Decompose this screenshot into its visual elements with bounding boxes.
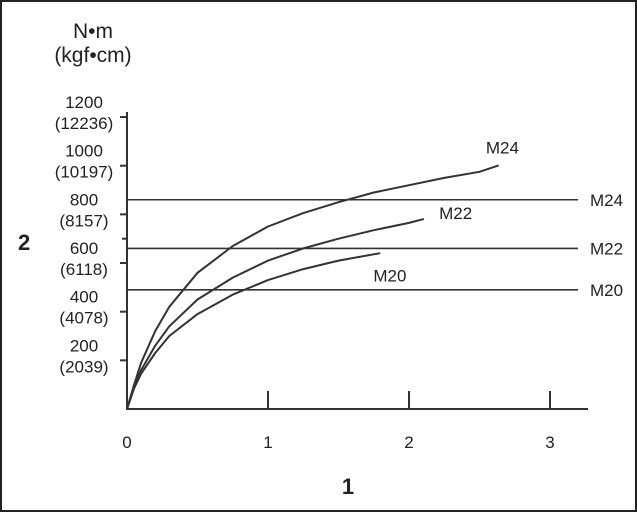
- series-curve-m20: [126, 252, 381, 410]
- y-tick-sublabel: (10197): [55, 163, 114, 182]
- y-tick-label: 600: [70, 239, 98, 258]
- reference-label-m22: M22: [590, 239, 623, 258]
- series-labels: M24 M22 M20 M24 M22 M20: [373, 139, 623, 300]
- series-label-m22: M22: [439, 204, 472, 223]
- y-tick-sublabel: (2039): [59, 357, 108, 376]
- x-axis-title: 1: [342, 474, 354, 499]
- y-tick-sublabel: (4078): [59, 309, 108, 328]
- x-tick-label: 3: [545, 433, 554, 452]
- y-tick-sublabel: (12236): [55, 114, 114, 133]
- x-tick-label: 0: [122, 433, 131, 452]
- y-tick-label: 800: [70, 190, 98, 209]
- reference-label-m24: M24: [590, 191, 623, 210]
- y-tick-label: 200: [70, 336, 98, 355]
- series-curve-m22: [126, 218, 425, 410]
- reference-label-m20: M20: [590, 281, 623, 300]
- series-label-m20: M20: [373, 266, 406, 285]
- y-tick-label: 400: [70, 288, 98, 307]
- y-unit-sublabel: (kgf•cm): [54, 44, 131, 67]
- reference-lines: [127, 198, 578, 291]
- x-tick-label: 2: [404, 433, 413, 452]
- y-axis-title: 2: [18, 230, 30, 255]
- y-tick-sublabel: (8157): [59, 211, 108, 230]
- y-tick-label: 1200: [65, 93, 103, 112]
- y-unit-label: N•m: [73, 20, 113, 43]
- y-tick-sublabel: (6118): [60, 260, 108, 279]
- y-tick-label: 1000: [65, 142, 103, 161]
- series-curves: [126, 164, 499, 410]
- x-tick-label: 1: [263, 433, 272, 452]
- axis-ticks: 0 1 2 3 200 (2039) 400 (4078) 600 (6118) 800 (8157)…: [55, 93, 555, 452]
- series-curve-m24: [126, 164, 499, 410]
- series-label-m24: M24: [486, 139, 519, 158]
